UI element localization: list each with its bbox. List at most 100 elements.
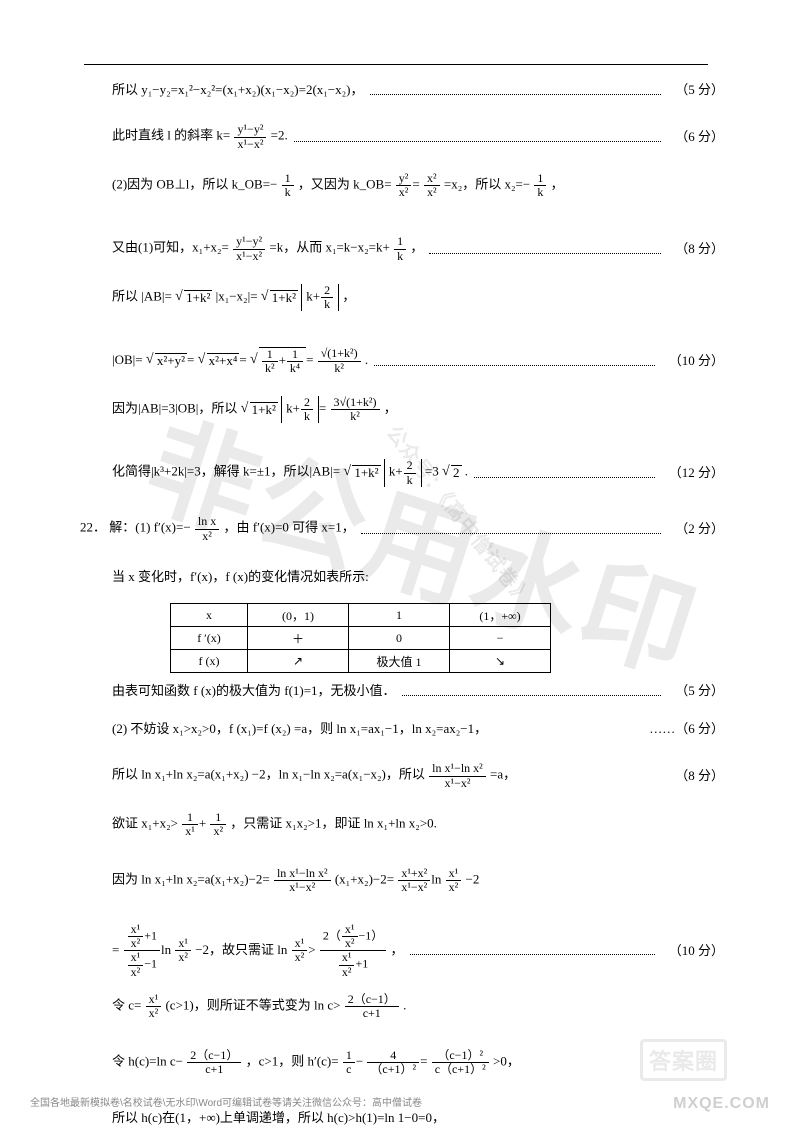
fraction: 1k [534, 172, 546, 199]
text: 又由(1)可知，x₁+x₂= [112, 240, 229, 255]
text: |x₁−x₂|= [216, 289, 258, 304]
abs: k+2k [281, 396, 319, 423]
line-6: |OB|= x²+y²= x²+x⁴= 1k²+1k⁴= √(1+k²)k² .… [70, 340, 724, 382]
cell: (1，+∞) [450, 604, 551, 627]
text: 此时直线 l 的斜率 k= y¹−y²x¹−x² =2. [112, 123, 288, 150]
fraction: 2（c−1）c+1 [345, 993, 399, 1020]
sqrt: 1+k² [175, 286, 212, 310]
fraction: y¹−y²x¹−x² [234, 123, 266, 150]
abs: k+2k [384, 459, 422, 486]
text: 化简得|k³+2k|=3，解得 k=±1，所以|AB|= [112, 464, 340, 479]
line-11: 由表可知函数 f (x)的极大值为 f(1)=1，无极小值． （5 分） [70, 679, 724, 703]
cell: 0 [349, 627, 450, 650]
score-8b: （8 分） [667, 764, 724, 788]
cell: (0，1) [248, 604, 349, 627]
cell: ＋ [248, 627, 349, 650]
cell: − [450, 627, 551, 650]
fraction: y²x² [396, 172, 412, 199]
text: =k，从而 x₁=k−x₂=k+ [269, 240, 389, 255]
line-1: 所以 y₁−y₂=x₁²−x₂²=(x₁+x₂)(x₁−x₂)=2(x₁−x₂)… [70, 78, 724, 102]
text: ，只需证 x₁x₂>1，即证 ln x₁+ln x₂>0. [230, 816, 437, 831]
fraction: x¹x²+1 x¹x²−1 [124, 923, 160, 979]
line-12: (2) 不妨设 x₁>x₂>0，f (x₁)=f (x₂) =a，则 ln x₁… [70, 717, 724, 741]
fraction: ln xx² [195, 515, 219, 542]
sqrt: 2 [442, 461, 462, 485]
sqrt: x²+x⁴ [198, 349, 240, 373]
cell: 1 [349, 604, 450, 627]
text: 由表可知函数 f (x)的极大值为 f(1)=1，无极小值． [112, 679, 396, 703]
fraction: x¹x² [175, 937, 191, 964]
leader-dots [370, 86, 662, 95]
line-7: 因为|AB|=3|OB|，所以 1+k² k+2k= 3√(1+k²)k² ， [70, 396, 724, 438]
score-10: （10 分） [661, 349, 724, 373]
text: 所以 |AB|= 1+k² |x₁−x₂|= 1+k² k+2k ， [112, 284, 355, 311]
text: 所以 y₁−y₂=x₁²−x₂²=(x₁+x₂)(x₁−x₂)=2(x₁−x₂)… [112, 78, 364, 102]
score-5: （5 分） [667, 78, 724, 102]
variation-table: x (0，1) 1 (1，+∞) f ′(x) ＋ 0 − f (x) ↗ 极大… [170, 603, 551, 673]
line-16: = x¹x²+1 x¹x²−1 ln x¹x² −2，故只需证 ln x¹x²>… [70, 923, 724, 979]
text: 因为 ln x₁+ln x₂=a(x₁+x₂)−2= [112, 872, 270, 887]
leader-dots [402, 687, 662, 696]
text: ， [391, 942, 404, 957]
text: 所以 ln x₁+ln x₂=a(x₁+x₂) −2，ln x₁−ln x₂=a… [112, 767, 425, 782]
text: 此时直线 l 的斜率 k= [112, 128, 230, 143]
text: 22． 解：(1) f′(x)=− ln xx² ，由 f′(x)=0 可得 x… [80, 515, 355, 542]
text: =2. [271, 128, 288, 143]
table-row: f (x) ↗ 极大值 1 ↘ [171, 650, 551, 673]
text: (2) 不妨设 x₁>x₂>0，f (x₁)=f (x₂) =a，则 ln x₁… [112, 717, 487, 741]
fraction: 4（c+1）² [367, 1049, 419, 1076]
text: ，c>1，则 h′(c)= [246, 1053, 339, 1068]
text: 欲证 x₁+x₂> [112, 816, 178, 831]
mxqe-logo: MXQE.COM [673, 1095, 770, 1113]
text: ， [551, 177, 564, 192]
line-15: 因为 ln x₁+ln x₂=a(x₁+x₂)−2= ln x¹−ln x²x¹… [70, 867, 724, 909]
fraction: 1c [343, 1049, 355, 1076]
text: 令 h(c)=ln c− 2（c−1）c+1 ，c>1，则 h′(c)= 1c−… [112, 1049, 520, 1076]
text: ，又因为 k_OB= [298, 177, 392, 192]
fraction: √(1+k²)k² [318, 347, 361, 374]
cell: ↗ [248, 650, 349, 673]
fraction: 1k [394, 235, 406, 262]
line-18: 令 h(c)=ln c− 2（c−1）c+1 ，c>1，则 h′(c)= 1c−… [70, 1049, 724, 1091]
text: 因为|AB|=3|OB|，所以 [112, 401, 237, 416]
fraction: 1x² [210, 811, 226, 838]
score-10b: （10 分） [661, 939, 724, 963]
text: 当 x 变化时，f′(x)，f (x)的变化情况如表所示: [112, 565, 369, 589]
score-12: （12 分） [661, 461, 724, 485]
text: . [365, 352, 368, 367]
text: 所以 h(c)在(1，+∞)上单调递增，所以 h(c)>h(1)=ln 1−0=… [112, 1106, 445, 1130]
text: . [465, 464, 468, 479]
fraction: x¹+x²x¹−x² [398, 867, 430, 894]
table-row: f ′(x) ＋ 0 − [171, 627, 551, 650]
text: |OB|= x²+y²= x²+x⁴= 1k²+1k⁴= √(1+k²)k² . [112, 347, 368, 375]
text: . [403, 997, 406, 1012]
text: 令 h(c)=ln c− [112, 1053, 183, 1068]
text: |OB|= [112, 352, 143, 367]
leader-dots [294, 133, 661, 142]
content: 所以 y₁−y₂=x₁²−x₂²=(x₁+x₂)(x₁−x₂)=2(x₁−x₂)… [70, 78, 724, 1130]
fraction: ln x¹−ln x²x¹−x² [429, 762, 486, 789]
text: ， [384, 401, 397, 416]
text: 令 c= x¹x² (c>1)，则所证不等式变为 ln c> 2（c−1）c+1… [112, 993, 406, 1020]
score-6b: ……（6 分） [641, 717, 724, 741]
line-3: (2)因为 OB⊥l，所以 k_OB=− 1k ，又因为 k_OB= y²x²=… [70, 172, 724, 214]
sqrt: 1+k² [261, 286, 298, 310]
text: (x₁+x₂)−2= [335, 872, 394, 887]
abs: k+2k [301, 284, 339, 311]
text: −2，故只需证 ln [195, 942, 287, 957]
line-13: 所以 ln x₁+ln x₂=a(x₁+x₂) −2，ln x₁−ln x₂=a… [70, 755, 724, 797]
text: 所以 |AB|= [112, 289, 172, 304]
text: 欲证 x₁+x₂> 1x¹+ 1x² ，只需证 x₁x₂>1，即证 ln x₁+… [112, 811, 437, 838]
logo-box: 答案圈 [640, 1039, 727, 1081]
line-10: 当 x 变化时，f′(x)，f (x)的变化情况如表所示: [70, 564, 724, 589]
leader-dots [361, 525, 661, 534]
text: 所以 ln x₁+ln x₂=a(x₁+x₂) −2，ln x₁−ln x₂=a… [112, 762, 516, 789]
fraction: x¹x² [146, 993, 162, 1020]
text: 化简得|k³+2k|=3，解得 k=±1，所以|AB|= 1+k² k+2k =… [112, 459, 468, 486]
line-17: 令 c= x¹x² (c>1)，则所证不等式变为 ln c> 2（c−1）c+1… [70, 993, 724, 1035]
text: (2)因为 OB⊥l，所以 k_OB=− 1k ，又因为 k_OB= y²x²=… [112, 172, 564, 199]
score-6: （6 分） [667, 125, 724, 149]
sqrt: 1+k² [343, 461, 380, 485]
text: = [112, 942, 119, 957]
fraction: y¹−y²x¹−x² [233, 235, 265, 262]
